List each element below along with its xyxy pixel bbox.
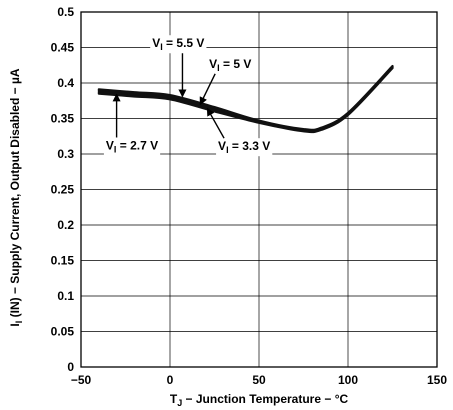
series-label-rest: = 5 V bbox=[220, 57, 252, 71]
y-tick-label: 0.25 bbox=[51, 183, 75, 197]
series-label-2: VI = 3.3 V bbox=[218, 139, 270, 155]
series-arrow-1 bbox=[199, 73, 216, 106]
y-tick-label: 0.5 bbox=[57, 5, 74, 19]
series-label-3: VI = 2.7 V bbox=[106, 138, 158, 154]
series-label-0: VI = 5.5 V bbox=[152, 36, 204, 52]
series-label-sub: I bbox=[114, 144, 117, 154]
series-line-3 bbox=[97, 67, 394, 134]
series-label-background bbox=[103, 137, 161, 156]
y-tick-label: 0.05 bbox=[51, 325, 75, 339]
y-tick-label: 0.2 bbox=[57, 218, 74, 232]
series-line-1 bbox=[97, 65, 394, 132]
axis-tick-labels: −50 0 50 100 15000.050.10.150.20.250.30.350.… bbox=[51, 5, 448, 387]
y-tick-label: 0.15 bbox=[51, 254, 75, 268]
y-axis-label: II (IN) − Supply Current, Output Disable… bbox=[8, 68, 24, 326]
series-label-sub: I bbox=[226, 145, 229, 155]
x-tick-label: −50 bbox=[71, 373, 92, 387]
y-tick-label: 0.35 bbox=[51, 112, 75, 126]
series-label-background bbox=[216, 138, 273, 157]
series-label-main: V bbox=[209, 57, 217, 71]
series-label-main: V bbox=[152, 36, 160, 50]
series-label-rest: = 5.5 V bbox=[163, 36, 205, 50]
series-label-sub: I bbox=[160, 42, 163, 52]
grid bbox=[81, 12, 437, 367]
series-lines bbox=[97, 64, 394, 134]
series-label-background bbox=[207, 55, 254, 74]
series-label-1: VI = 5 V bbox=[209, 57, 251, 73]
series-line-2 bbox=[97, 66, 394, 133]
series-label-sub: I bbox=[217, 63, 220, 73]
plot-area-frame bbox=[80, 11, 438, 368]
series-annotations: VI = 5.5 VVI = 5 VVI = 3.3 VVI = 2.7 V bbox=[103, 35, 273, 157]
x-tick-label: 50 bbox=[252, 373, 266, 387]
series-label-main: V bbox=[106, 138, 114, 152]
series-arrow-2 bbox=[206, 107, 225, 139]
series-label-rest: = 2.7 V bbox=[116, 138, 158, 152]
x-tick-label: 0 bbox=[167, 373, 174, 387]
series-label-rest: = 3.3 V bbox=[229, 139, 271, 153]
y-tick-label: 0.4 bbox=[57, 76, 74, 90]
x-tick-label: 100 bbox=[338, 373, 358, 387]
series-label-main: V bbox=[218, 139, 226, 153]
y-tick-label: 0.45 bbox=[51, 41, 75, 55]
x-tick-label: 150 bbox=[427, 373, 447, 387]
y-tick-label: 0.1 bbox=[57, 289, 74, 303]
x-axis-label: TJ − Junction Temperature − °C bbox=[170, 392, 349, 408]
y-tick-label: 0 bbox=[67, 360, 74, 374]
series-label-background bbox=[150, 35, 207, 54]
y-tick-label: 0.3 bbox=[57, 147, 74, 161]
